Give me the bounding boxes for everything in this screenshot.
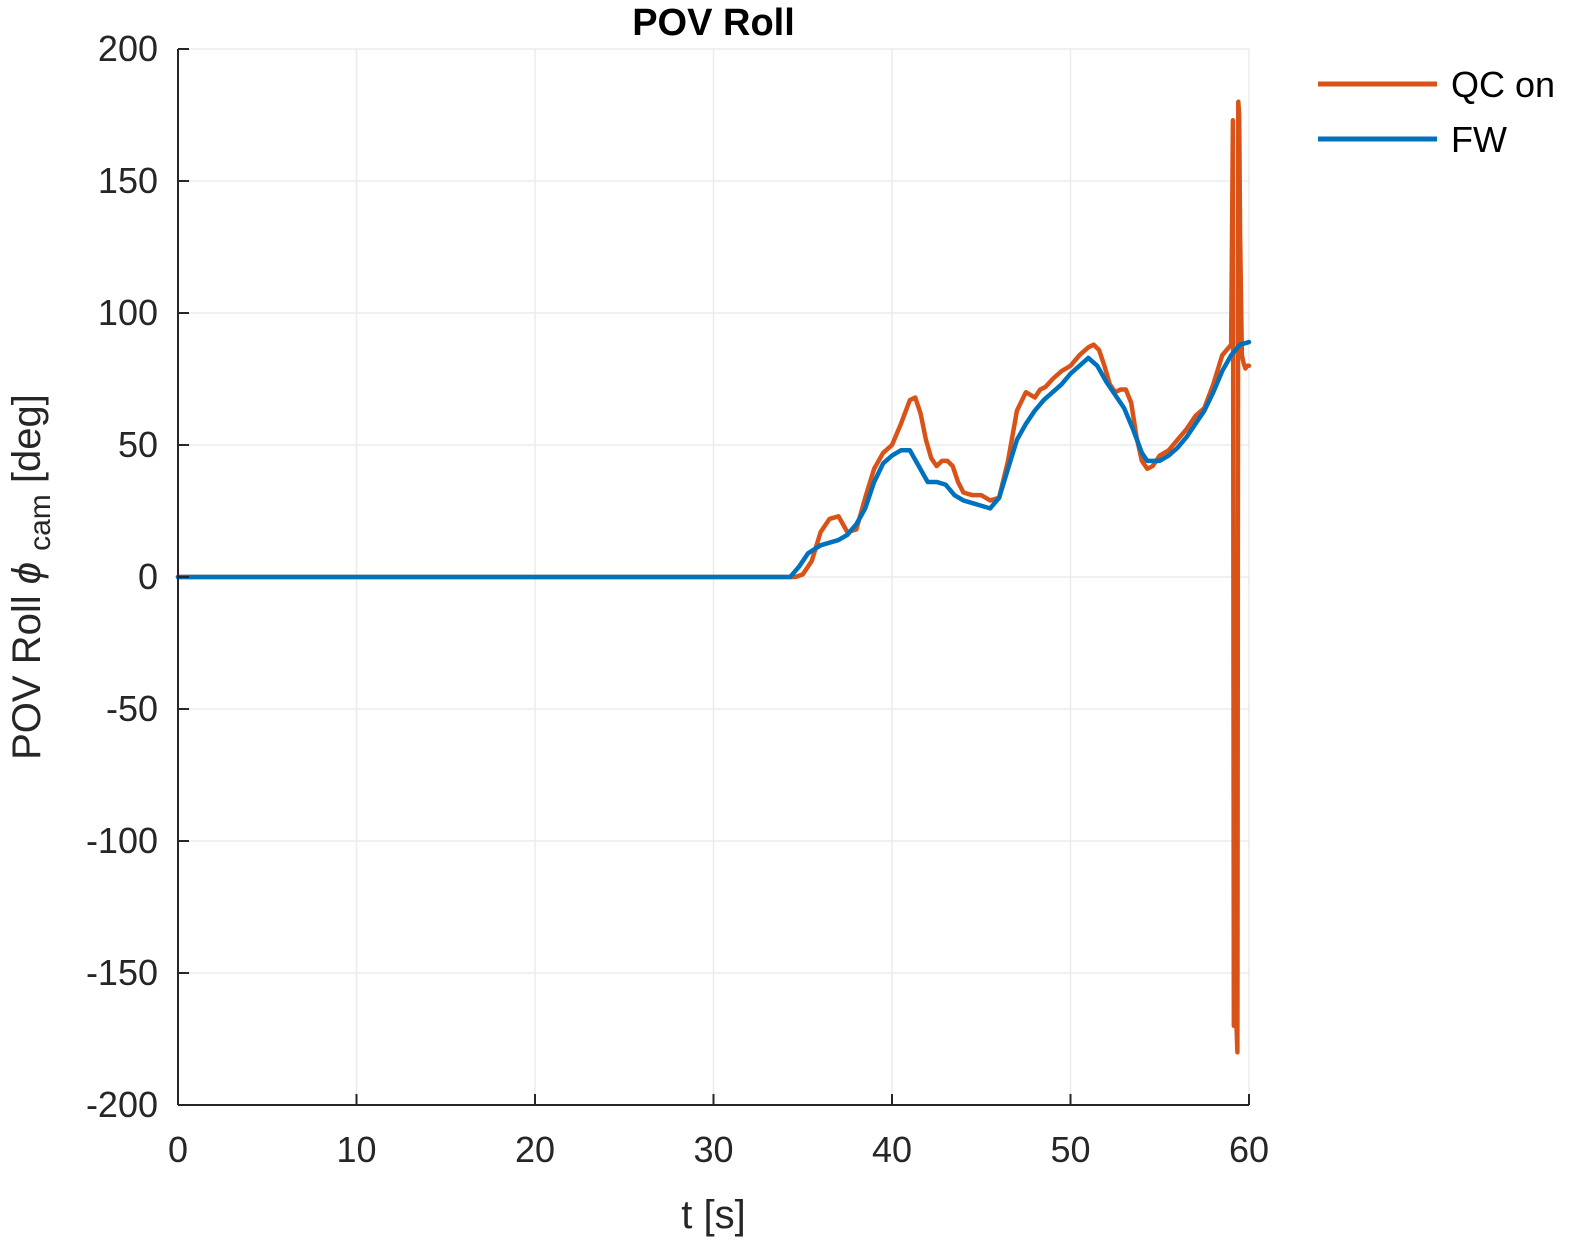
x-tick-label: 60 [1229, 1129, 1269, 1170]
x-tick-label: 40 [872, 1129, 912, 1170]
axes [177, 48, 1250, 1106]
y-tick-label: 150 [98, 160, 158, 201]
y-tick-label: 50 [118, 424, 158, 465]
legend-label-fw: FW [1451, 119, 1507, 160]
y-axis-label-prefix: POV Roll [5, 584, 49, 760]
x-axis-label: t [s] [681, 1193, 745, 1237]
x-tick-label: 30 [693, 1129, 733, 1170]
x-tick-label: 20 [515, 1129, 555, 1170]
x-tick-label: 50 [1050, 1129, 1090, 1170]
legend-label-qc-on: QC on [1451, 64, 1555, 105]
series-lines [175, 99, 1252, 1055]
chart-title: POV Roll [632, 2, 795, 44]
tick-labels: 0 10 20 30 40 50 60 -200 -150 -100 -50 0 50 100 150 200 [86, 28, 1269, 1170]
y-axis-label: POV Roll ϕ cam [deg] [5, 394, 59, 760]
series-line-fw [175, 339, 1252, 580]
y-axis-label-subscript: cam [24, 494, 57, 551]
y-tick-label: 100 [98, 292, 158, 333]
y-tick-label: -100 [86, 820, 158, 861]
y-tick-label: -200 [86, 1084, 158, 1125]
series-line-qc-on [175, 99, 1252, 1055]
y-tick-label: -150 [86, 952, 158, 993]
y-axis-label-symbol: ϕ [5, 562, 49, 584]
y-tick-label: 0 [138, 556, 158, 597]
legend: QC on FW [1318, 64, 1555, 160]
x-tick-label: 0 [168, 1129, 188, 1170]
y-axis-label-suffix: [deg] [5, 394, 49, 483]
y-tick-label: -50 [106, 688, 158, 729]
y-tick-label: 200 [98, 28, 158, 69]
x-tick-label: 10 [336, 1129, 376, 1170]
